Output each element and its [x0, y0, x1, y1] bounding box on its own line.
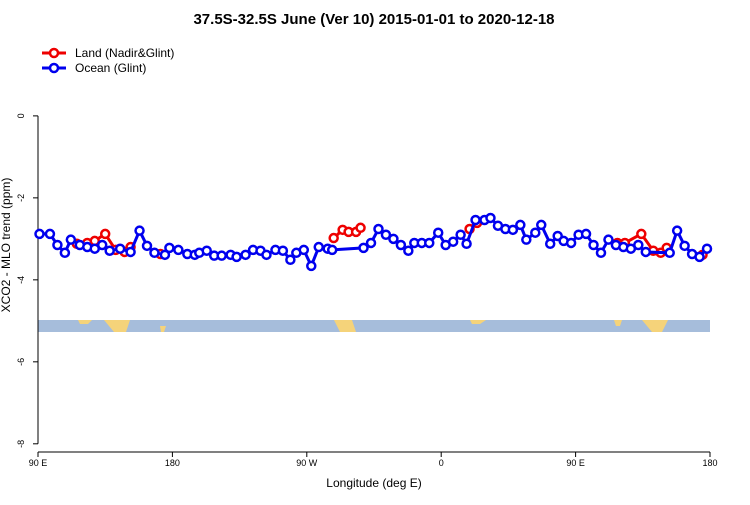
point — [424, 237, 435, 249]
legend-label: Ocean (Glint) — [75, 61, 146, 75]
point — [44, 228, 56, 240]
legend-marker — [48, 62, 60, 74]
x-tick-label: 90 E — [29, 458, 48, 468]
land-mask — [38, 320, 710, 332]
point — [240, 249, 251, 261]
point — [640, 246, 652, 258]
point — [52, 239, 63, 251]
point — [231, 251, 242, 263]
point — [380, 229, 392, 241]
point — [679, 240, 690, 252]
point — [328, 232, 339, 244]
y-axis-label: XCO2 - MLO trend (ppm) — [0, 178, 13, 313]
point — [395, 239, 407, 251]
point — [355, 222, 366, 234]
point — [470, 214, 481, 226]
x-tick-label: 0 — [439, 458, 444, 468]
point — [104, 245, 115, 256]
y-tick-label: 0 — [16, 113, 26, 118]
point — [565, 237, 577, 249]
x-axis-label: Longitude (deg E) — [326, 476, 421, 490]
point — [507, 224, 519, 236]
point — [664, 247, 675, 259]
legend: Land (Nadir&Glint)Ocean (Glint) — [42, 46, 174, 75]
point — [485, 212, 496, 224]
point — [277, 245, 289, 256]
point — [34, 228, 45, 240]
point — [671, 225, 683, 236]
point — [59, 247, 71, 259]
point — [114, 243, 126, 254]
ocean-strip — [38, 320, 710, 332]
point — [326, 244, 338, 256]
point — [388, 233, 399, 245]
point — [96, 239, 108, 251]
point — [159, 249, 171, 261]
x-tick-label: 90 W — [296, 458, 318, 468]
y-tick-label: -4 — [16, 276, 26, 284]
land-patch — [614, 320, 622, 326]
point — [633, 239, 644, 251]
land-patch — [160, 326, 166, 332]
point — [373, 223, 384, 235]
legend-label: Land (Nadir&Glint) — [75, 46, 174, 60]
point — [636, 228, 647, 240]
point — [603, 234, 614, 245]
series — [34, 212, 713, 272]
x-tick-label: 180 — [165, 458, 180, 468]
point — [141, 240, 153, 252]
point — [65, 234, 77, 245]
point — [99, 228, 111, 240]
point — [544, 238, 556, 250]
point — [125, 246, 136, 258]
y-tick-label: -6 — [16, 358, 26, 366]
point — [261, 249, 272, 261]
land-patch — [104, 320, 130, 332]
point — [298, 244, 310, 256]
point — [701, 243, 713, 254]
x-tick-label: 90 E — [566, 458, 585, 468]
y-tick-label: -8 — [16, 440, 26, 448]
point — [216, 250, 227, 261]
legend-marker — [48, 47, 60, 59]
point — [694, 251, 705, 263]
point — [403, 245, 414, 256]
point — [588, 239, 599, 251]
land-patch — [334, 320, 356, 332]
point — [306, 260, 317, 272]
land-patch — [470, 320, 486, 324]
point — [134, 225, 145, 236]
point — [201, 245, 212, 256]
point — [580, 228, 592, 240]
point — [595, 247, 607, 259]
point — [455, 229, 466, 241]
point — [365, 237, 377, 249]
point — [313, 241, 324, 253]
point — [447, 236, 459, 247]
point — [285, 254, 296, 266]
point — [149, 247, 160, 259]
point — [461, 238, 472, 250]
point — [164, 242, 175, 254]
point — [536, 219, 547, 231]
chart-title: 37.5S-32.5S June (Ver 10) 2015-01-01 to … — [193, 11, 554, 28]
land-patch — [78, 320, 92, 324]
point — [432, 227, 444, 238]
point — [521, 234, 532, 245]
y-tick-label: -2 — [16, 194, 26, 202]
point — [530, 227, 541, 238]
point — [515, 219, 526, 231]
point — [358, 242, 369, 254]
land-patch — [642, 320, 668, 332]
x-tick-label: 180 — [702, 458, 717, 468]
point — [173, 244, 184, 256]
